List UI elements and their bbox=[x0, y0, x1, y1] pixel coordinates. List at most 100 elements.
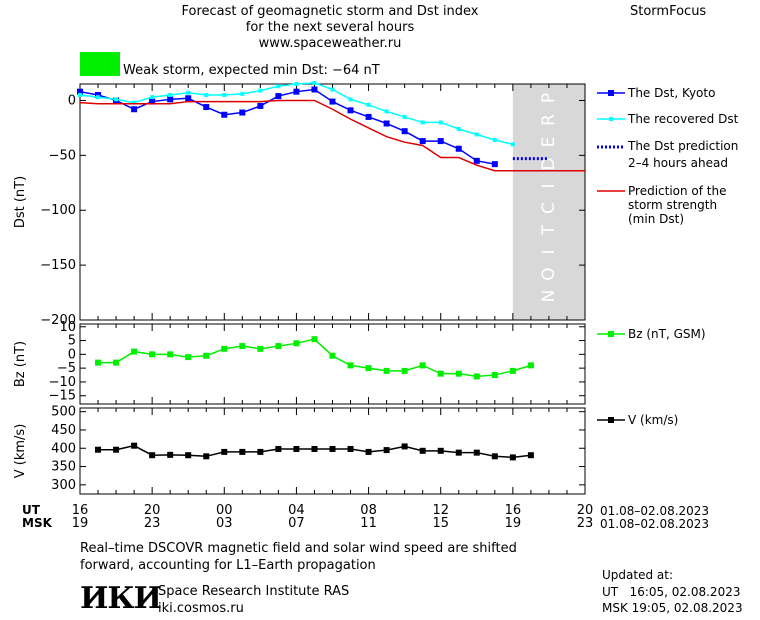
data-point bbox=[222, 92, 227, 97]
ut-tick-label: 20 bbox=[144, 503, 161, 518]
series-line bbox=[98, 338, 532, 378]
ut-tick-label: 08 bbox=[360, 503, 377, 518]
data-point bbox=[95, 446, 102, 453]
y-axis-label-v: V (km/s) bbox=[13, 424, 28, 479]
data-point bbox=[257, 102, 264, 109]
panel-frame-dst bbox=[79, 83, 586, 321]
data-point bbox=[473, 373, 480, 380]
data-point bbox=[383, 367, 390, 374]
msk-tick-label: 23 bbox=[577, 516, 594, 531]
data-point bbox=[491, 453, 498, 460]
panel-frame-bz bbox=[79, 323, 586, 405]
data-point bbox=[221, 448, 228, 455]
prediction-label-char: D bbox=[539, 157, 559, 170]
data-point bbox=[366, 102, 371, 107]
data-point bbox=[437, 370, 444, 377]
data-point bbox=[365, 113, 372, 120]
legend-marker-dst-kyoto-point bbox=[608, 90, 614, 96]
data-point bbox=[330, 87, 335, 92]
chart-title-line1: Forecast of geomagnetic storm and Dst in… bbox=[181, 4, 479, 19]
data-point bbox=[257, 448, 264, 455]
msk-tick-label: 19 bbox=[505, 516, 522, 531]
y-tick-label: −10 bbox=[49, 375, 76, 390]
series-line bbox=[79, 88, 495, 165]
msk-tick-label: 11 bbox=[360, 516, 377, 531]
legend-v: V (km/s) bbox=[628, 413, 679, 427]
y-tick-label: 400 bbox=[51, 441, 76, 456]
data-point bbox=[329, 445, 336, 452]
msk-tick-label: 07 bbox=[288, 516, 305, 531]
ut-tick-label: 00 bbox=[216, 503, 233, 518]
ut-tick-label: 04 bbox=[288, 503, 305, 518]
data-point bbox=[275, 445, 282, 452]
data-point bbox=[401, 443, 408, 450]
y-axis-label-dst: Dst (nT) bbox=[13, 176, 28, 228]
prediction-label-char: P bbox=[539, 93, 559, 103]
prediction-label-char: I bbox=[539, 249, 559, 254]
updated-msk: MSK 19:05, 02.08.2023 bbox=[602, 601, 743, 615]
data-point bbox=[131, 106, 138, 113]
footer-note-line1: Real–time DSCOVR magnetic field and sola… bbox=[80, 541, 517, 556]
data-point bbox=[311, 445, 318, 452]
data-point bbox=[132, 100, 137, 105]
data-point bbox=[437, 138, 444, 145]
data-point bbox=[258, 88, 263, 93]
data-point bbox=[114, 97, 119, 102]
data-point bbox=[185, 452, 192, 459]
data-point bbox=[527, 452, 534, 459]
website-link[interactable]: www.spaceweather.ru bbox=[258, 36, 402, 51]
msk-tick-label: 15 bbox=[432, 516, 449, 531]
data-point bbox=[384, 109, 389, 114]
data-point bbox=[77, 88, 83, 95]
data-point bbox=[293, 340, 300, 347]
data-point bbox=[185, 354, 192, 361]
data-point bbox=[239, 343, 246, 350]
legend-marker-dst-recovered-point bbox=[609, 117, 613, 121]
data-point bbox=[509, 367, 516, 374]
prediction-label-char: N bbox=[539, 290, 559, 303]
legend-dst-recovered: The recovered Dst bbox=[628, 112, 739, 126]
msk-tick-label: 19 bbox=[72, 516, 89, 531]
footer-note-line2: forward, accounting for L1–Earth propaga… bbox=[80, 558, 376, 573]
data-point bbox=[221, 111, 228, 118]
chart-title-line2: for the next several hours bbox=[245, 20, 415, 35]
storm-level-swatch bbox=[80, 52, 120, 76]
msk-axis-label: MSK bbox=[22, 516, 53, 530]
data-point bbox=[113, 359, 120, 366]
data-point bbox=[419, 362, 426, 369]
data-point bbox=[365, 365, 372, 372]
prediction-label-char: O bbox=[539, 267, 559, 280]
y-tick-label: −200 bbox=[40, 313, 76, 328]
prediction-region bbox=[512, 84, 585, 320]
ut-date-range: 01.08–02.08.2023 bbox=[600, 504, 710, 518]
data-point bbox=[491, 161, 498, 168]
legend-storm-line1: Prediction of the bbox=[628, 184, 727, 198]
data-point bbox=[438, 120, 443, 125]
legend-bz: Bz (nT, GSM) bbox=[628, 327, 706, 341]
data-point bbox=[365, 448, 372, 455]
y-tick-label: 450 bbox=[51, 423, 76, 438]
y-tick-label: 300 bbox=[51, 478, 76, 493]
data-point bbox=[96, 95, 101, 100]
data-point bbox=[401, 128, 408, 135]
legend-dst-kyoto: The Dst, Kyoto bbox=[628, 86, 716, 100]
updated-label: Updated at: bbox=[602, 568, 673, 582]
legend-dst-prediction-line1: The Dst prediction bbox=[628, 139, 739, 153]
data-point bbox=[437, 447, 444, 454]
data-point bbox=[113, 446, 120, 453]
data-point bbox=[95, 359, 102, 366]
data-point bbox=[294, 82, 299, 86]
msk-tick-label: 23 bbox=[144, 516, 161, 531]
data-point bbox=[149, 452, 156, 459]
institute-url[interactable]: iki.cosmos.ru bbox=[158, 601, 244, 616]
y-tick-label: −50 bbox=[49, 148, 76, 163]
data-point bbox=[167, 451, 174, 458]
y-tick-label: −100 bbox=[40, 203, 76, 218]
data-point bbox=[293, 445, 300, 452]
legend-marker-bz-point bbox=[608, 331, 614, 337]
data-point bbox=[347, 107, 354, 114]
iki-logo: ИКИ bbox=[80, 581, 162, 616]
prediction-label-char: I bbox=[539, 183, 559, 188]
data-point bbox=[347, 362, 354, 369]
